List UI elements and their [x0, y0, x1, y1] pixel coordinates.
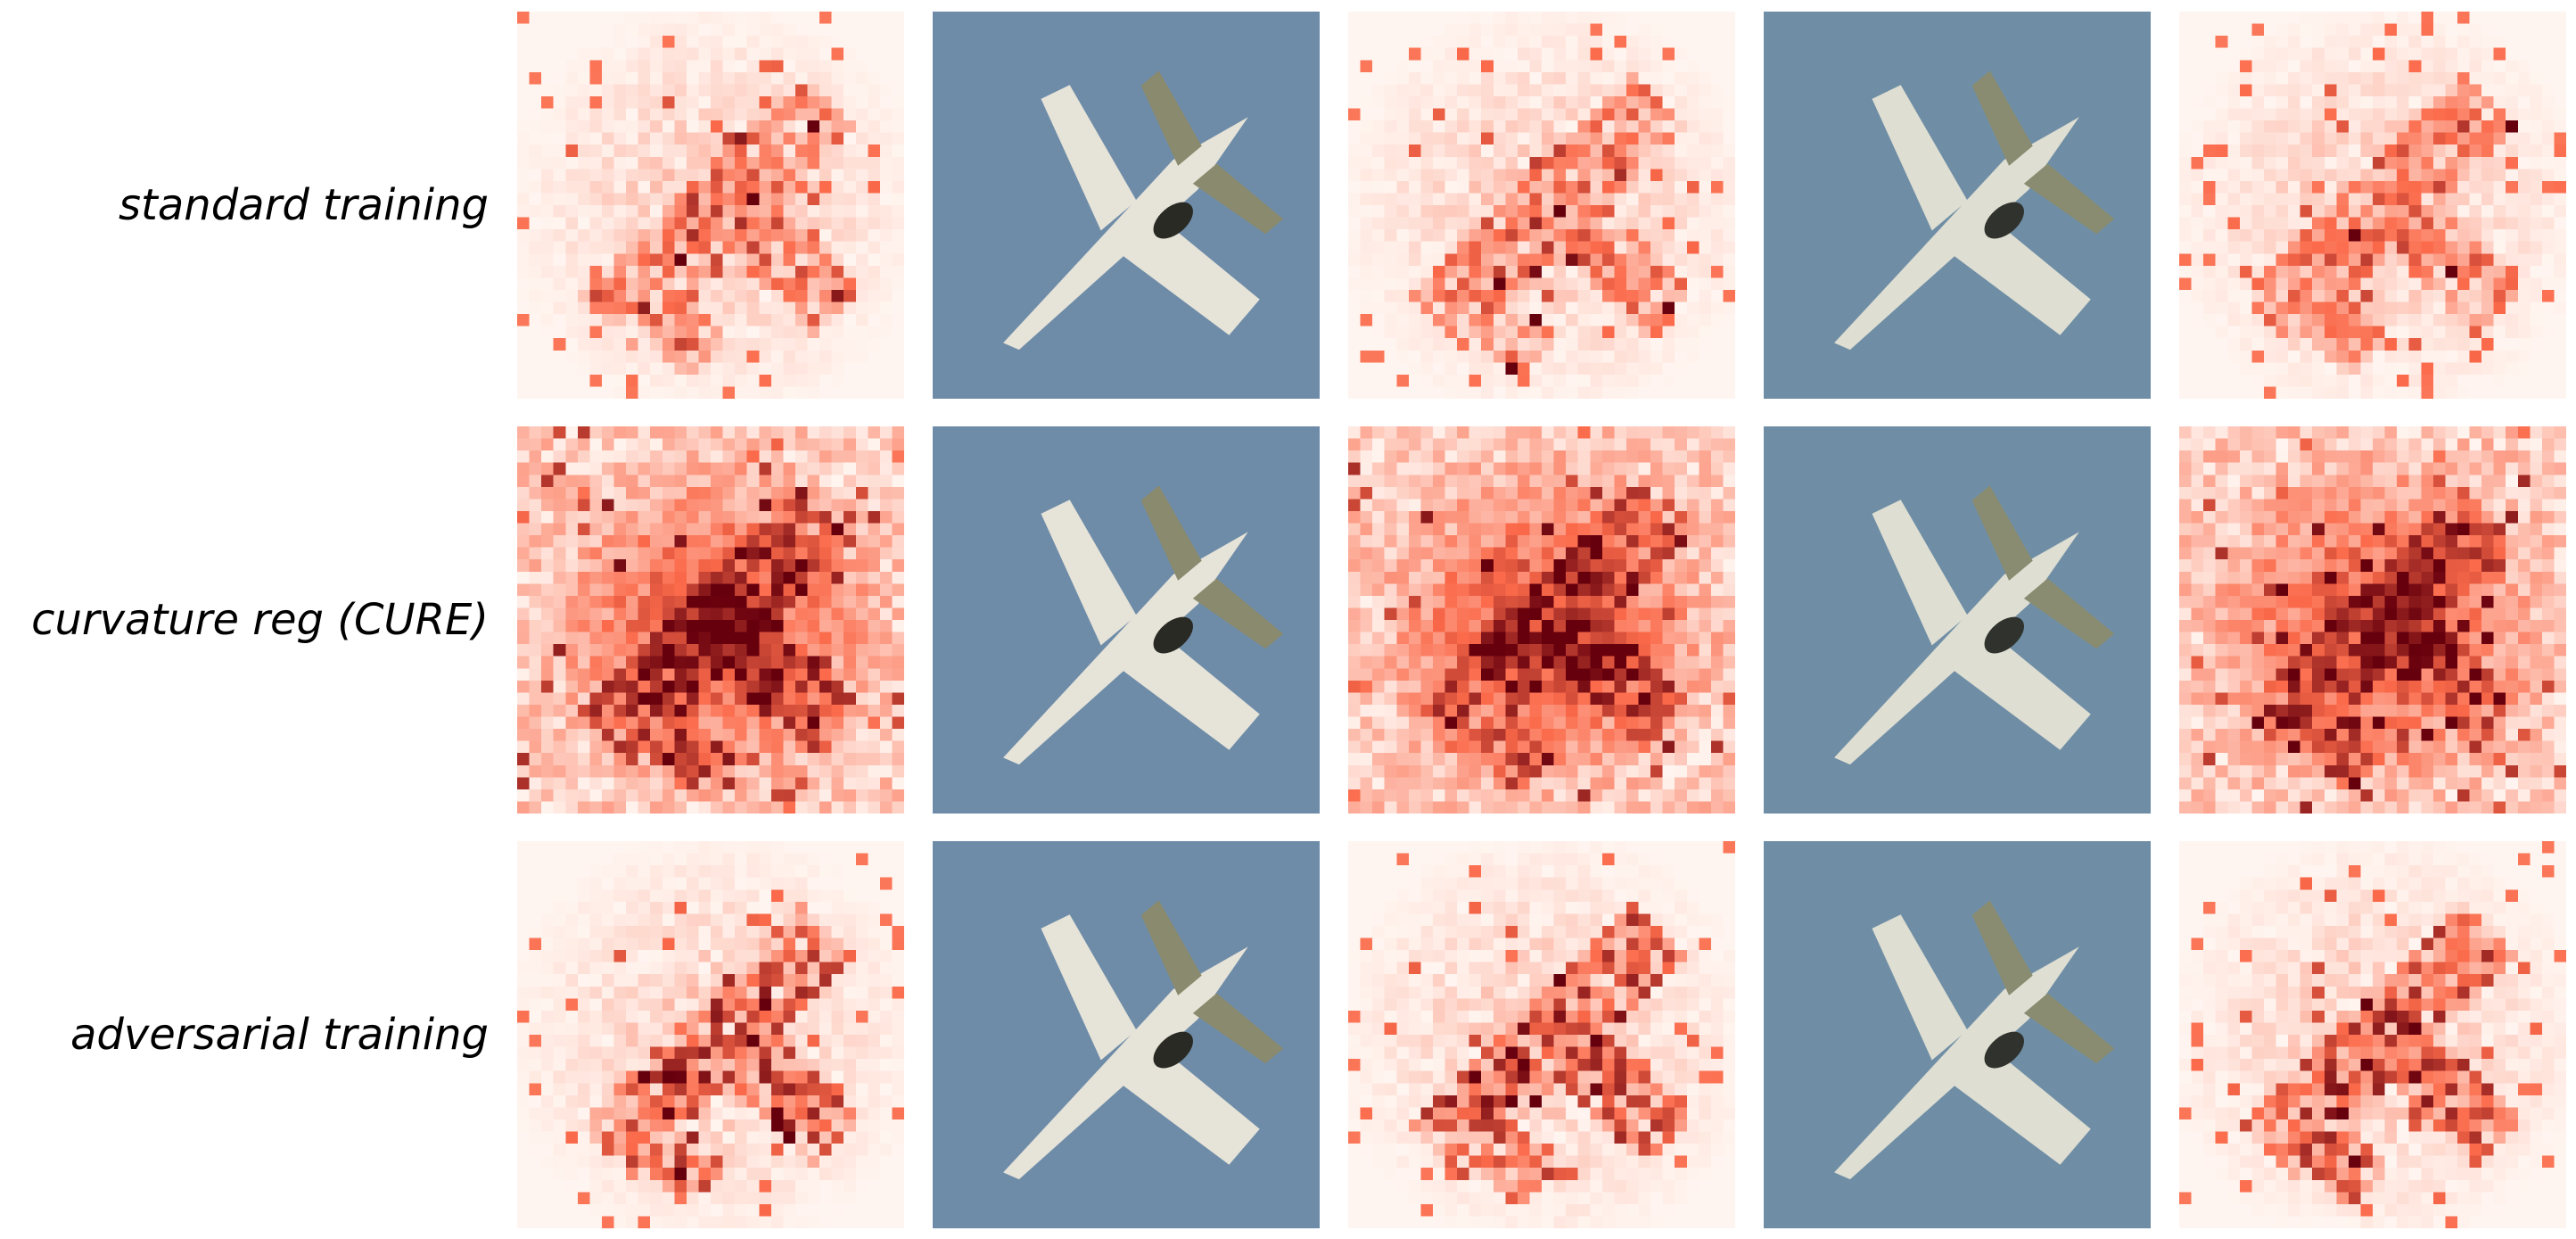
- saliency-map-panel: [517, 12, 904, 399]
- saliency-map-panel: [2179, 426, 2566, 814]
- airplane-image-panel: [933, 12, 1320, 399]
- row-label: curvature reg (CURE): [31, 595, 489, 645]
- airplane-image-panel: [1764, 426, 2151, 814]
- saliency-map-panel: [1348, 841, 1735, 1228]
- airplane-image-panel: [1764, 841, 2151, 1228]
- row-curvature-reg: curvature reg (CURE): [0, 426, 2576, 814]
- row-standard-training: standard training: [0, 12, 2576, 399]
- row-adversarial-training: adversarial training: [0, 841, 2576, 1228]
- row-label: adversarial training: [70, 1010, 489, 1060]
- airplane-image-panel: [1764, 12, 2151, 399]
- saliency-map-panel: [517, 426, 904, 814]
- saliency-map-panel: [517, 841, 904, 1228]
- saliency-map-panel: [1348, 426, 1735, 814]
- saliency-map-panel: [2179, 12, 2566, 399]
- saliency-map-panel: [1348, 12, 1735, 399]
- airplane-image-panel: [933, 841, 1320, 1228]
- row-label: standard training: [119, 180, 489, 230]
- saliency-map-panel: [2179, 841, 2566, 1228]
- airplane-image-panel: [933, 426, 1320, 814]
